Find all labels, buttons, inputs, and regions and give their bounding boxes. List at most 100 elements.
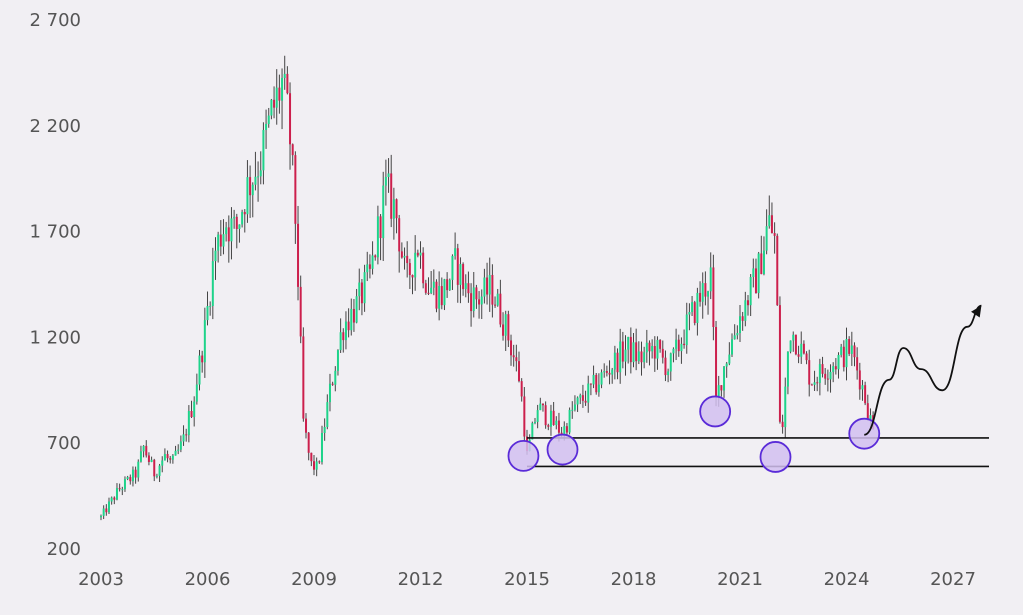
candle [688,303,691,331]
candle [850,331,853,366]
candle-body [478,299,481,305]
candle [142,445,145,458]
candle-body [808,360,811,385]
projection [863,304,982,436]
candle [363,264,366,312]
candle-body [451,255,454,280]
candle-body [744,300,747,321]
candle [392,187,395,240]
candle-body [241,211,244,225]
candle-body [251,184,254,196]
candle [187,405,190,443]
candle [840,343,843,358]
candle-body [211,261,214,307]
candle [211,247,214,320]
candle-body [715,327,718,397]
candle-body [520,381,523,397]
candle-body [635,342,638,362]
candle-body [158,465,161,476]
candle [486,262,489,305]
candle-body [249,177,252,196]
candle [664,350,667,382]
candle-body [422,252,425,284]
candle [784,377,787,438]
candle [472,272,475,318]
y-tick-label: 2 700 [29,10,81,31]
candle-body [632,342,635,363]
candle-body [217,234,220,251]
candle-body [600,372,603,385]
candle [347,308,350,338]
candle-body [235,216,238,230]
candle [637,341,640,365]
candle-body [475,287,478,300]
candle [225,221,228,242]
candle [185,428,188,442]
candle-body [707,291,710,297]
candle-body [653,346,656,359]
marker-circle [699,395,732,428]
candle-body [723,366,726,391]
candle [866,394,869,421]
candle-body [555,420,558,426]
candle [219,220,222,257]
candle [286,66,289,95]
candle-body [773,233,776,236]
candle [147,452,150,466]
candle [459,257,462,304]
candle-body [624,349,627,362]
candle [328,373,331,412]
candle-body [336,350,339,371]
candle [414,235,417,291]
candle-body [339,332,342,351]
candle-body [669,353,672,372]
candle-body [533,421,536,424]
candle-body [664,357,667,376]
candle [757,251,760,299]
candle-body [701,283,704,302]
candle [683,329,686,349]
marker-circle [848,417,881,450]
x-tick-label: 2018 [611,569,657,590]
candle-body [371,255,374,269]
candle-body [203,320,206,363]
candle [749,274,752,317]
candle-body [544,405,547,426]
candle-body [166,454,169,459]
candle-body [438,286,441,309]
candle-body [398,218,401,252]
candle-body [291,144,294,156]
candle-body [786,351,789,387]
candle [371,241,374,275]
candle [821,356,824,378]
candle [376,205,379,265]
candle-body [502,324,505,336]
candle-body [227,227,230,242]
candle-body [307,432,310,453]
candle [552,401,555,426]
candle-body [536,410,539,422]
candle-body [720,385,723,391]
candle-body [584,400,587,403]
candle [584,390,587,406]
candle-body [757,253,760,294]
candle [283,55,286,90]
candle [139,445,142,463]
candle [488,257,491,312]
candle [624,335,627,376]
candle-body [414,252,417,278]
candle [576,396,579,412]
candle [632,332,635,368]
candle [824,368,827,385]
y-tick-label: 2 200 [29,116,81,137]
candle [480,289,483,320]
candle [643,346,646,369]
candle [131,466,134,487]
candle-body [366,264,369,273]
candle-body [504,314,507,336]
candle [113,496,116,505]
candle-body [826,378,829,380]
candle-body [102,508,105,516]
candle-body [818,364,821,383]
